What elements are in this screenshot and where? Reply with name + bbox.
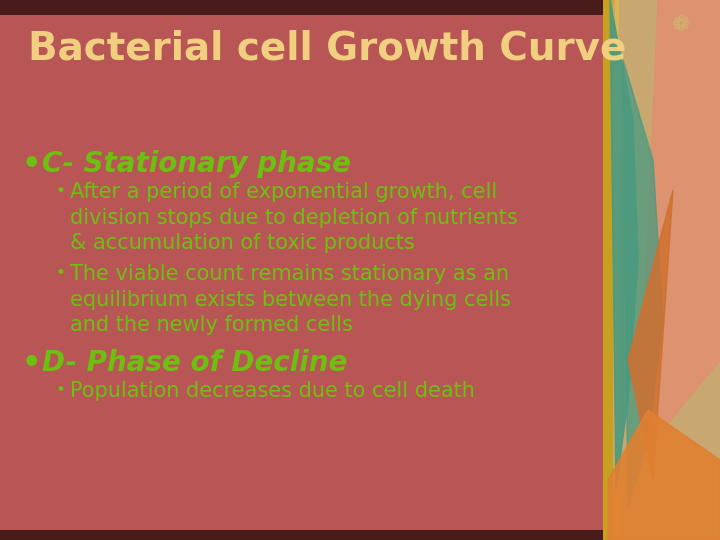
Text: C- Stationary phase: C- Stationary phase	[42, 150, 351, 178]
Text: •: •	[55, 381, 65, 399]
Text: •: •	[22, 150, 42, 179]
Bar	[0, 530, 720, 540]
Bar	[603, 0, 613, 540]
Text: Bacterial cell Growth Curve: Bacterial cell Growth Curve	[28, 30, 626, 68]
Text: •: •	[55, 264, 65, 282]
Text: D- Phase of Decline: D- Phase of Decline	[42, 349, 347, 377]
Bar	[608, 0, 720, 540]
Text: •: •	[55, 182, 65, 200]
Text: The viable count remains stationary as an
equilibrium exists between the dying c: The viable count remains stationary as a…	[70, 264, 511, 335]
Bar	[0, 0, 720, 15]
Text: Population decreases due to cell death: Population decreases due to cell death	[70, 381, 475, 401]
Polygon shape	[623, 60, 663, 510]
Polygon shape	[628, 190, 673, 480]
Bar	[615, 0, 619, 540]
Polygon shape	[608, 410, 720, 540]
Text: ❁: ❁	[671, 15, 689, 35]
Text: After a period of exponential growth, cell
division stops due to depletion of nu: After a period of exponential growth, ce…	[70, 182, 518, 253]
Polygon shape	[610, 0, 638, 490]
Polygon shape	[638, 0, 720, 460]
Text: •: •	[22, 349, 42, 378]
